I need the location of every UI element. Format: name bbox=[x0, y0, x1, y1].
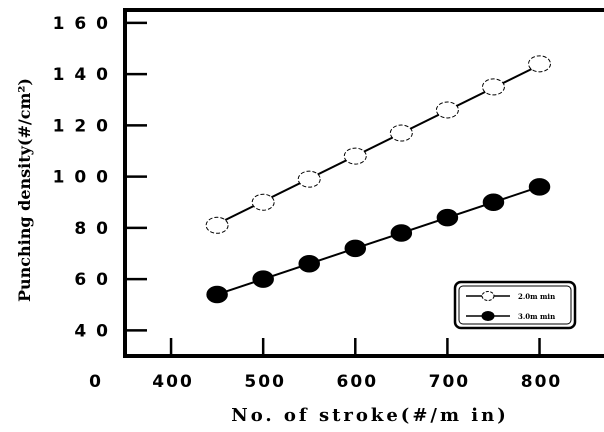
data-point bbox=[528, 178, 551, 196]
data-point bbox=[205, 216, 229, 234]
x-tick-label: 400 bbox=[152, 372, 194, 392]
chart-legend: 2.0m min 3.0m min bbox=[453, 280, 577, 330]
data-point bbox=[252, 270, 274, 288]
x-tick-label: 500 bbox=[244, 372, 286, 392]
data-point bbox=[481, 78, 505, 96]
y-axis-label: Punching density(#/cm²) bbox=[15, 78, 34, 302]
data-point bbox=[390, 224, 413, 242]
legend-label: 2.0m min bbox=[518, 292, 555, 301]
data-point bbox=[528, 55, 552, 73]
y-tick-label: 1 4 0 bbox=[53, 65, 110, 85]
data-point bbox=[297, 170, 321, 188]
legend-marker bbox=[481, 311, 495, 321]
legend-box bbox=[453, 280, 577, 330]
series-1 bbox=[205, 55, 552, 234]
data-point bbox=[298, 254, 320, 273]
legend-inner-border bbox=[458, 285, 572, 325]
y-tick-label: 1 2 0 bbox=[53, 116, 110, 136]
data-point bbox=[344, 239, 367, 258]
y-tick-label: 6 0 bbox=[74, 270, 110, 290]
data-point bbox=[435, 101, 459, 119]
origin-label: 0 bbox=[89, 372, 103, 392]
legend-label: 3.0m min bbox=[518, 312, 555, 321]
x-tick-label: 700 bbox=[429, 372, 471, 392]
x-tick-label: 600 bbox=[337, 372, 379, 392]
series-2 bbox=[206, 178, 551, 304]
x-axis-label: No. of stroke(#/m in) bbox=[231, 405, 508, 426]
chart-axes bbox=[123, 8, 604, 358]
y-tick-label: 4 0 bbox=[74, 321, 110, 341]
data-point bbox=[436, 208, 459, 227]
data-point bbox=[251, 193, 275, 211]
data-point bbox=[206, 285, 228, 304]
chart-series bbox=[205, 55, 552, 304]
chart-ticks: 4 0 6 0 8 0 1 0 0 1 2 0 1 4 0 1 6 0 400 500 600 70… bbox=[53, 14, 563, 392]
data-point bbox=[389, 124, 413, 142]
data-point bbox=[343, 147, 367, 165]
legend-marker bbox=[481, 291, 495, 301]
x-tick-label: 800 bbox=[521, 372, 563, 392]
y-tick-label: 8 0 bbox=[74, 219, 110, 239]
data-point bbox=[482, 193, 505, 211]
y-tick-label: 1 0 0 bbox=[53, 168, 110, 188]
y-tick-label: 1 6 0 bbox=[53, 14, 110, 34]
